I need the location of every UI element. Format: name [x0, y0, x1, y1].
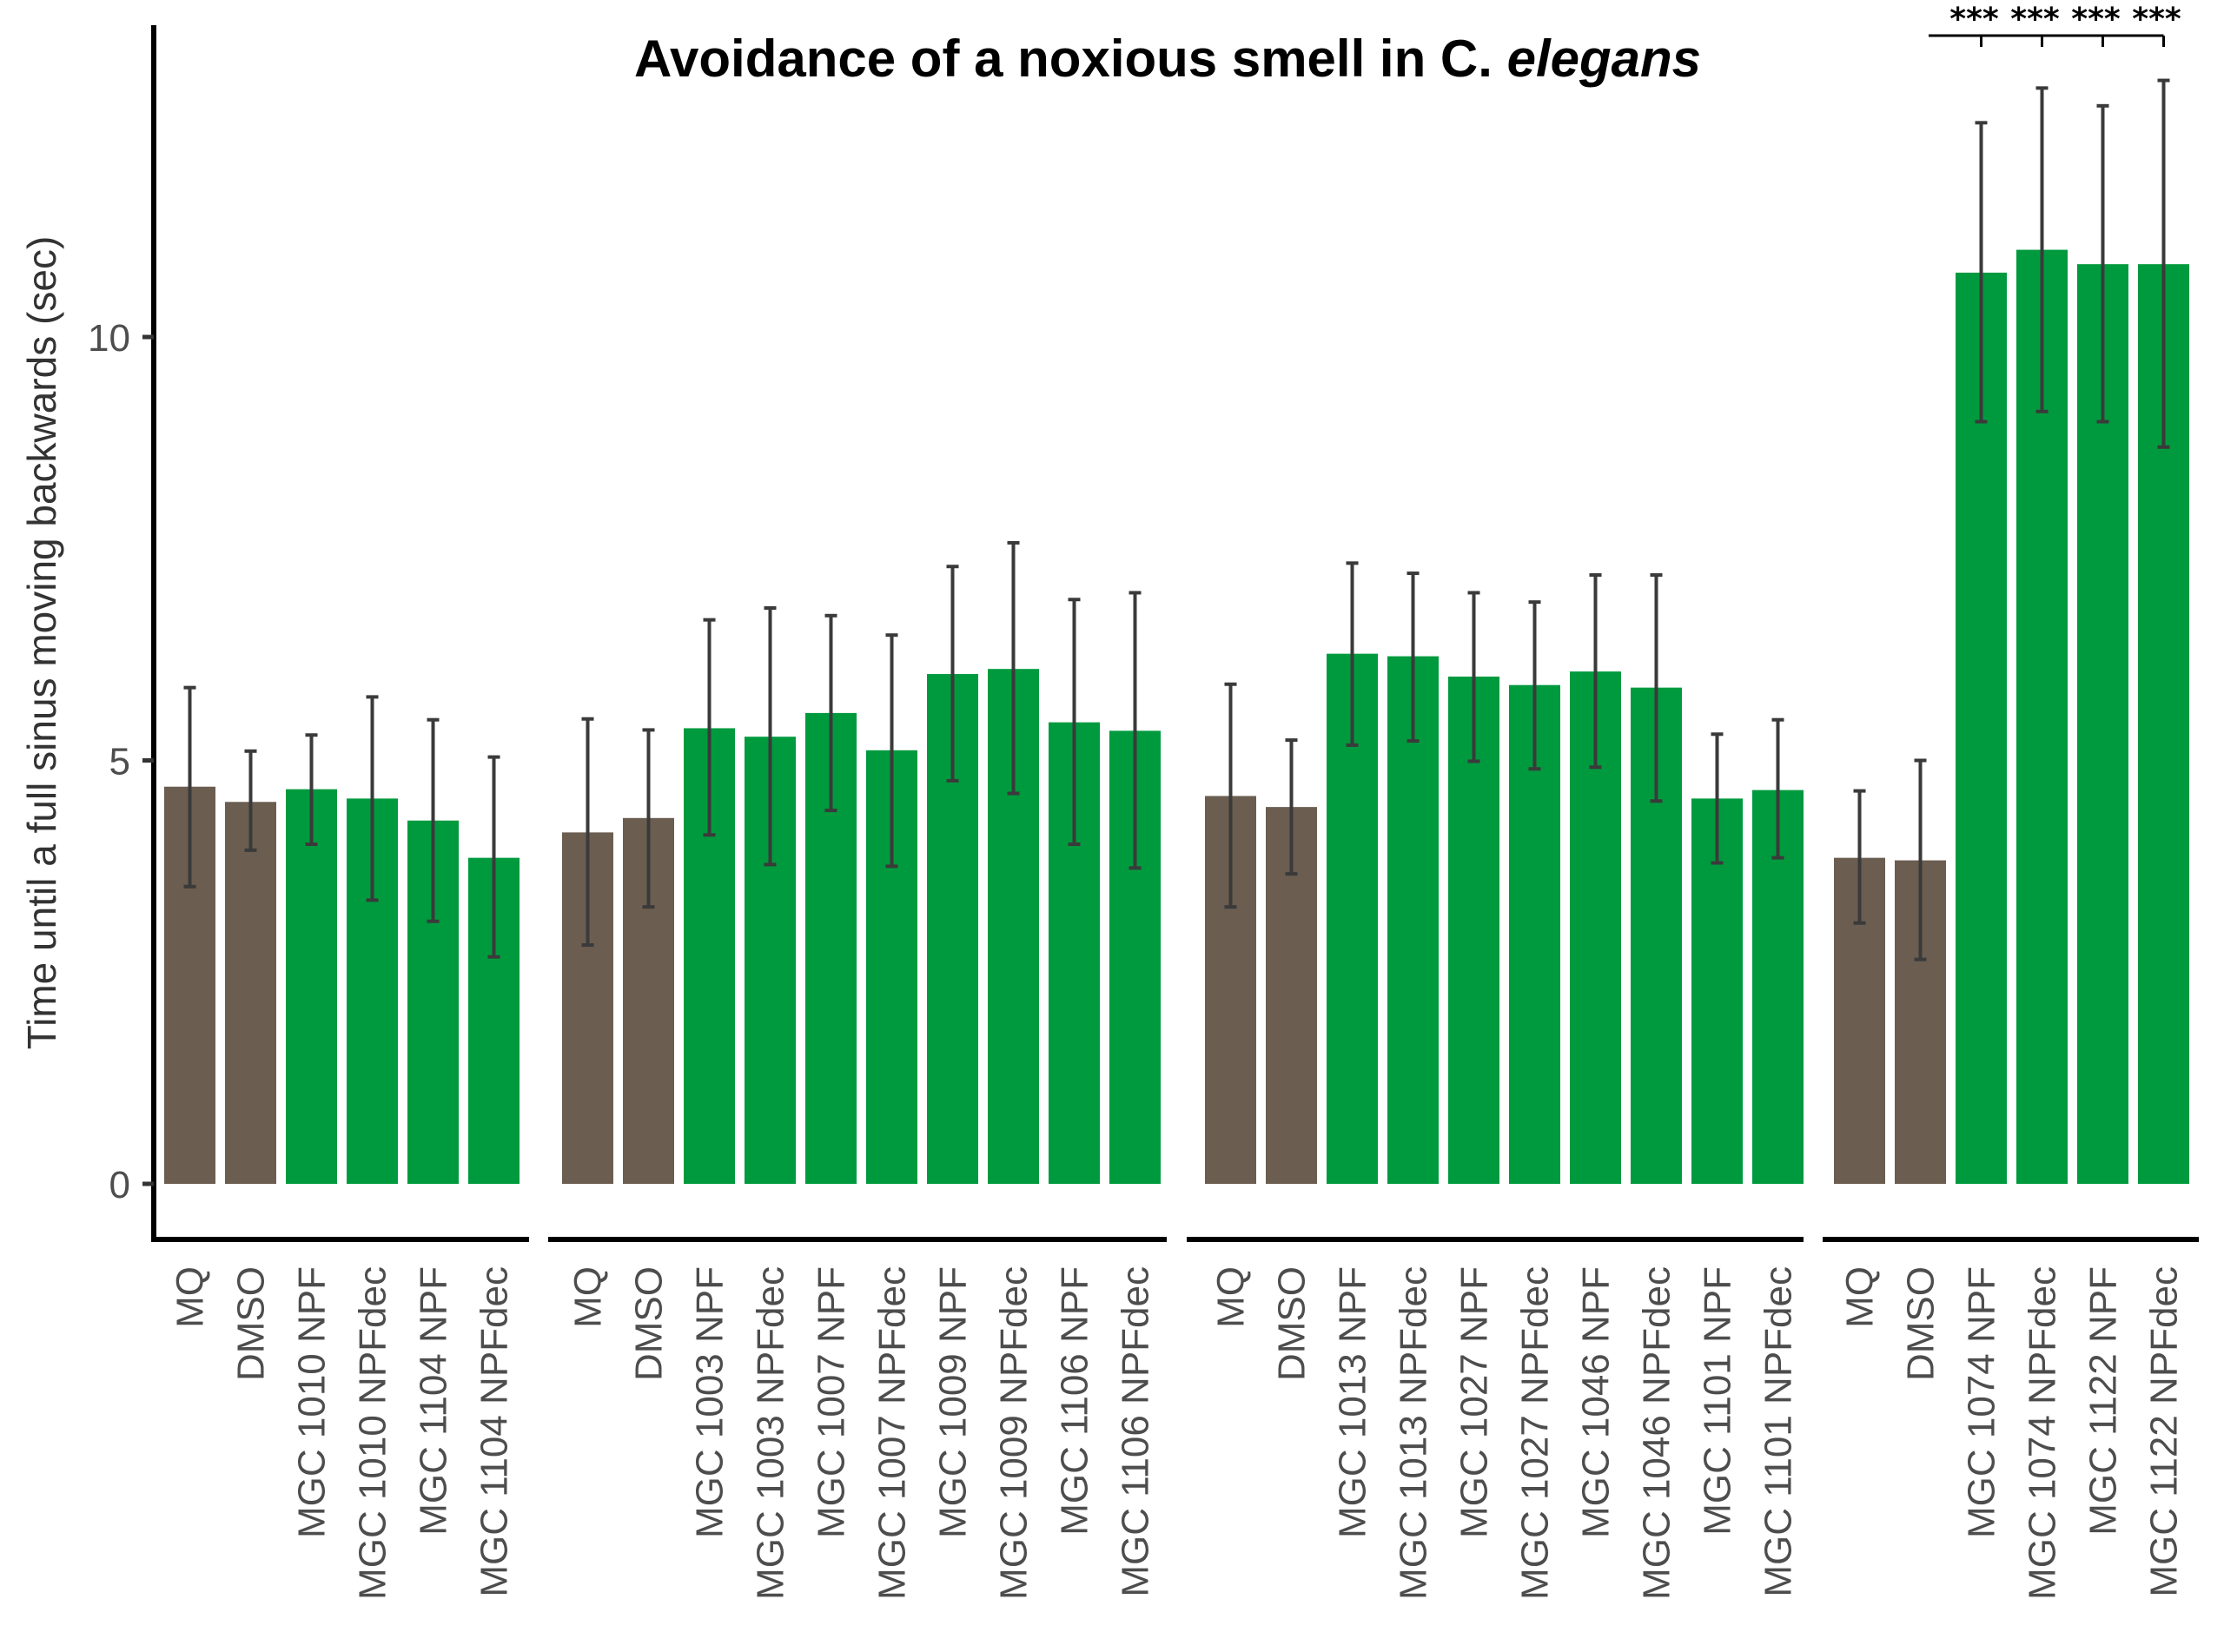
x-tick-label: MGC 1074 NPFdec [2022, 1266, 2064, 1600]
error-bars [183, 78, 2170, 961]
significance-stars: *** [2010, 2, 2060, 37]
x-tick-label: MQ [169, 1266, 212, 1328]
bar-treatment [286, 789, 337, 1184]
x-tick-label: MQ [1839, 1266, 1882, 1328]
y-axis-label: Time until a full sinus moving backwards… [19, 236, 64, 1050]
x-tick-label: MGC 1009 NPFdec [993, 1266, 1036, 1600]
x-tick-label: MGC 1010 NPFdec [352, 1266, 394, 1600]
x-tick-label: MGC 1122 NPF [2082, 1266, 2125, 1536]
x-tick-label: MGC 1009 NPF [932, 1266, 975, 1538]
significance-stars: *** [2132, 2, 2181, 37]
chart-title-main: Avoidance of a noxious smell in [634, 30, 1440, 88]
x-tick-label: MGC 1101 NPFdec [1757, 1266, 1800, 1597]
chart-title: Avoidance of a noxious smell in C. elega… [634, 30, 1701, 88]
x-tick-label: DMSO [628, 1266, 671, 1381]
x-tick-label: MGC 1046 NPFdec [1636, 1266, 1678, 1600]
x-tick-label: DMSO [230, 1266, 273, 1381]
x-tick-label: MGC 1013 NPF [1332, 1266, 1374, 1538]
significance-stars: *** [1949, 2, 1999, 37]
x-tick-label: MGC 1104 NPFdec [473, 1266, 516, 1597]
x-tick-label: MGC 1010 NPF [291, 1266, 334, 1538]
x-tick-label: DMSO [1900, 1266, 1943, 1381]
x-tick-label: MGC 1027 NPFdec [1514, 1266, 1557, 1600]
chart-title-genus: C. [1440, 30, 1507, 88]
x-tick-label: MGC 1122 NPFdec [2143, 1266, 2186, 1597]
bar-treatment [1387, 656, 1439, 1184]
x-tick-label: MGC 1074 NPF [1961, 1266, 2003, 1538]
x-tick-label: MGC 1003 NPFdec [750, 1266, 792, 1600]
significance-annotations: *** *** *** *** [1929, 2, 2181, 47]
bar-control [225, 802, 276, 1184]
x-tick-label: MGC 1106 NPFdec [1115, 1266, 1157, 1597]
x-tick-label: MGC 1013 NPFdec [1393, 1266, 1435, 1600]
chart-title-species: elegans [1507, 30, 1701, 88]
y-tick-label: 0 [109, 1164, 130, 1206]
x-tick-label: MGC 1101 NPF [1697, 1266, 1739, 1536]
bar-treatment [1956, 272, 2007, 1184]
y-tick-label: 5 [109, 741, 130, 783]
x-tick-label: MGC 1104 NPF [413, 1266, 455, 1536]
bars [164, 249, 2189, 1185]
x-tick-label: MGC 1106 NPF [1054, 1266, 1096, 1536]
x-tick-label: MGC 1007 NPF [811, 1266, 853, 1538]
y-axis-ticks: 0 5 10 [88, 317, 154, 1206]
x-axis-labels: MQ DMSO MGC 1010 NPF MGC 1010 NPFdec MGC 110… [169, 1266, 2186, 1600]
x-tick-label: MGC 1003 NPF [689, 1266, 731, 1538]
y-tick-label: 10 [88, 317, 130, 360]
x-tick-label: DMSO [1271, 1266, 1314, 1381]
x-tick-label: MGC 1046 NPF [1575, 1266, 1618, 1538]
x-tick-label: MGC 1007 NPFdec [871, 1266, 914, 1600]
significance-stars: *** [2071, 2, 2121, 37]
x-tick-label: MQ [1210, 1266, 1253, 1328]
x-tick-label: MGC 1027 NPF [1453, 1266, 1496, 1538]
x-tick-label: MQ [567, 1266, 610, 1328]
